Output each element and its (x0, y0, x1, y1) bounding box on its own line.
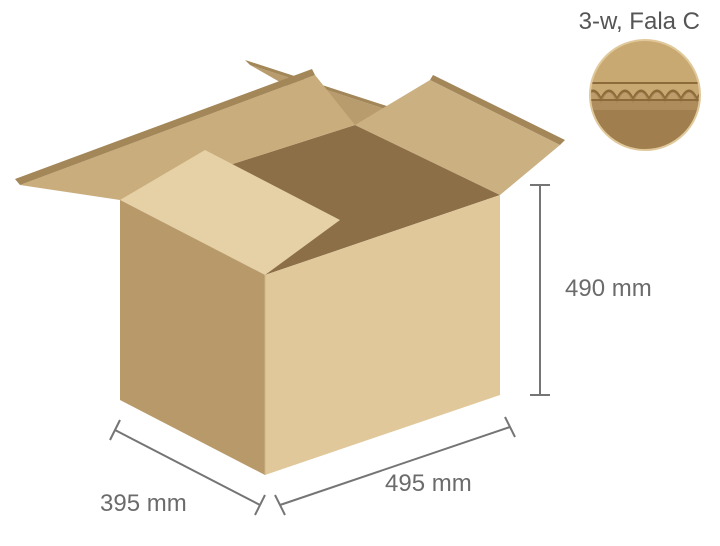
width-label: 395 mm (100, 490, 187, 518)
height-label: 490 mm (565, 275, 652, 303)
box-icon (15, 60, 565, 475)
wall-type-label: 3-w, Fala C (579, 8, 700, 36)
box-diagram (0, 0, 720, 546)
wall-type-icon (585, 40, 713, 155)
height-dimension-line (530, 185, 550, 395)
length-label: 495 mm (385, 470, 472, 498)
